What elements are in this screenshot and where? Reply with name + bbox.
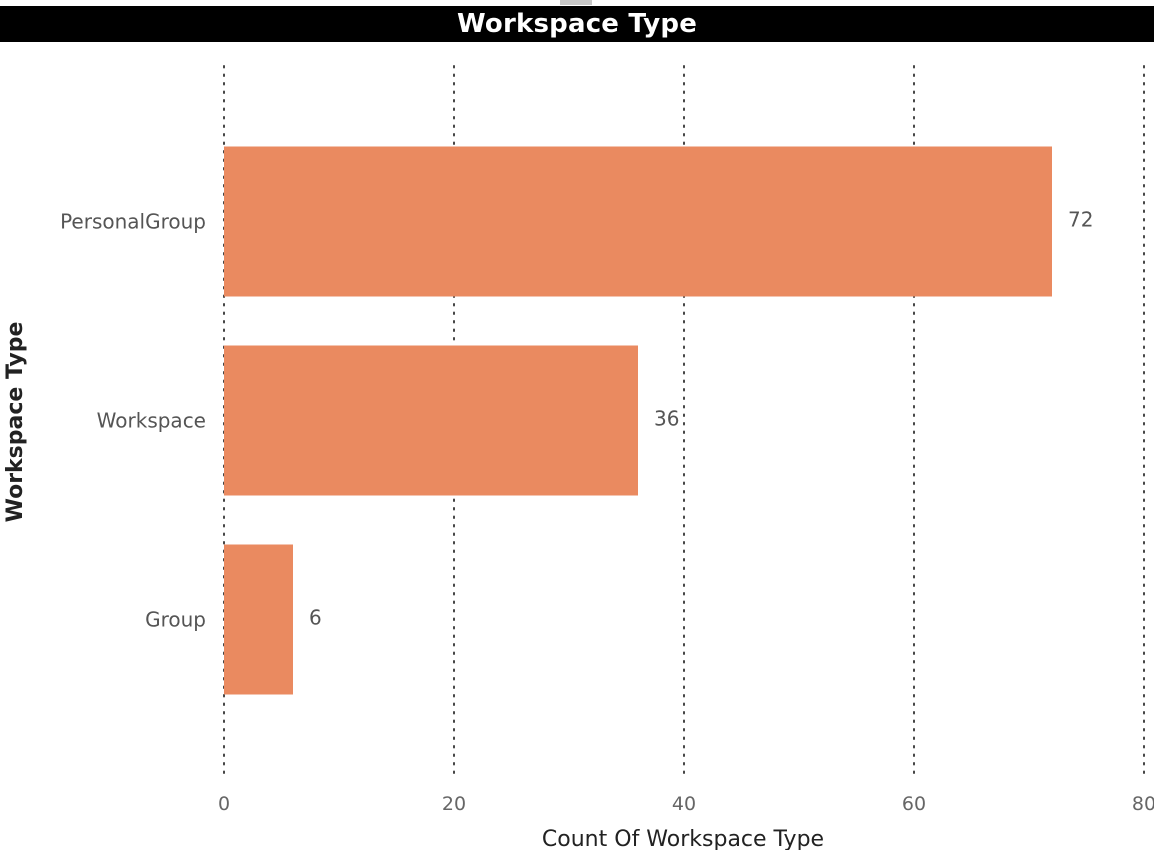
x-axis-title: Count Of Workspace Type — [542, 827, 824, 850]
chart-title: Workspace Type — [456, 9, 698, 39]
bars — [224, 146, 1052, 695]
x-tick-label: 0 — [218, 793, 230, 815]
labels: 0 20 40 60 80 PersonalGroup 72 Workspace 36 Group… — [60, 208, 1154, 816]
category-label: Workspace — [97, 409, 206, 433]
y-axis-title: Workspace Type — [3, 322, 28, 523]
x-tick-label: 60 — [902, 793, 926, 815]
data-label: 72 — [1068, 208, 1093, 232]
category-label: PersonalGroup — [60, 210, 206, 234]
x-tick-label: 20 — [442, 793, 466, 815]
x-tick-label: 40 — [672, 793, 696, 815]
chart-title-bar: Workspace Type — [0, 6, 1154, 42]
bar-workspace[interactable] — [224, 345, 638, 496]
bar-group[interactable] — [224, 544, 293, 695]
x-tick-label: 80 — [1132, 793, 1154, 815]
data-label: 6 — [309, 606, 322, 630]
data-label: 36 — [654, 407, 679, 431]
category-label: Group — [145, 608, 206, 632]
bar-personalgroup[interactable] — [224, 146, 1052, 297]
title-drag-handle[interactable] — [560, 0, 592, 5]
